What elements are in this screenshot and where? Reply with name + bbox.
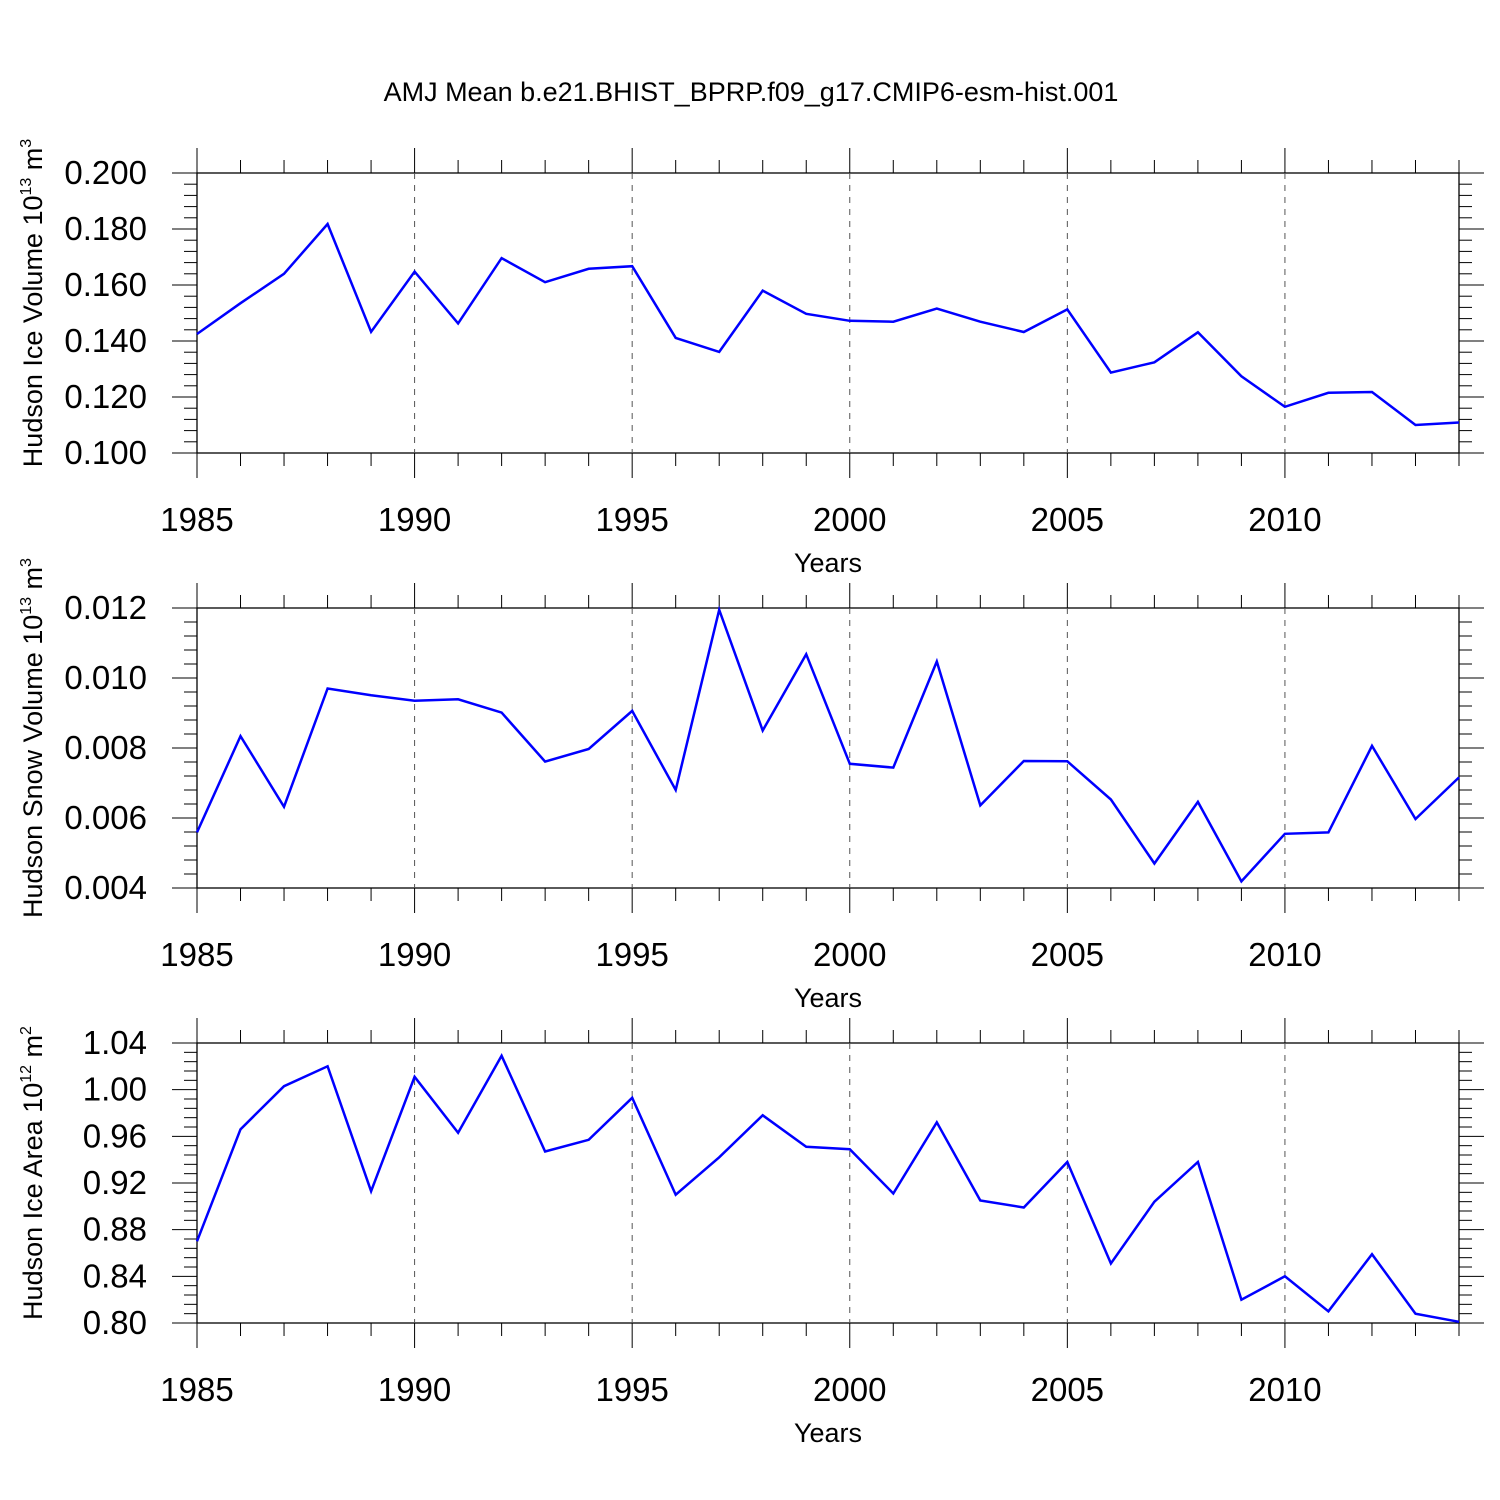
y-tick-label: 0.180	[64, 210, 147, 247]
x-tick-label: 1995	[595, 1371, 668, 1408]
y-axis-label-part: m	[18, 1035, 48, 1065]
y-axis-label-part: m	[18, 567, 48, 597]
x-axis-label: Years	[794, 548, 862, 578]
y-tick-label: 0.010	[64, 659, 147, 696]
y-axis-label-exponent: 3	[18, 139, 35, 148]
y-tick-label: 0.004	[64, 869, 147, 906]
x-tick-label: 2010	[1248, 1371, 1321, 1408]
y-tick-label: 1.04	[83, 1024, 147, 1061]
x-tick-label: 2000	[813, 1371, 886, 1408]
y-tick-label: 0.80	[83, 1304, 147, 1341]
plot-frame	[196, 172, 1460, 454]
x-axis-label: Years	[794, 983, 862, 1013]
plot-frame	[196, 1042, 1460, 1324]
y-axis-label-exponent: 13	[18, 597, 35, 615]
y-axis-label: Hudson Snow Volume 1013 m3	[18, 558, 48, 918]
x-tick-label: 1985	[160, 501, 233, 538]
x-tick-label: 2005	[1031, 936, 1104, 973]
x-tick-label: 2005	[1031, 501, 1104, 538]
y-tick-label: 0.120	[64, 378, 147, 415]
x-tick-label: 1985	[160, 1371, 233, 1408]
panel-1: 1985 1990 1995 2000 2005 2010 0.100 0.120 0.140 0…	[18, 139, 1484, 578]
y-axis-label-exponent: 3	[18, 558, 35, 567]
y-tick-label: 0.92	[83, 1164, 147, 1201]
x-tick-label: 1990	[378, 1371, 451, 1408]
y-axis-label: Hudson Ice Volume 1013 m3	[18, 139, 48, 467]
y-tick-label: 0.140	[64, 322, 147, 359]
y-tick-label: 0.008	[64, 729, 147, 766]
x-tick-label: 2010	[1248, 501, 1321, 538]
y-tick-label: 0.200	[64, 154, 147, 191]
x-tick-label: 1985	[160, 936, 233, 973]
y-axis-label-exponent: 12	[18, 1065, 35, 1083]
y-tick-label: 0.84	[83, 1257, 147, 1294]
data-series-line	[195, 605, 1460, 884]
x-tick-label: 1990	[378, 936, 451, 973]
x-tick-label: 1995	[595, 501, 668, 538]
plot-frame	[196, 607, 1460, 889]
y-axis-label-part: Hudson Snow Volume 10	[18, 615, 48, 918]
x-tick-label: 2010	[1248, 936, 1321, 973]
y-axis-label-part: Hudson Ice Area 10	[18, 1083, 48, 1320]
y-axis-label-exponent: 2	[18, 1026, 35, 1035]
y-tick-label: 0.006	[64, 799, 147, 836]
chart-title: AMJ Mean b.e21.BHIST_BPRP.f09_g17.CMIP6-…	[384, 77, 1119, 107]
y-tick-label: 0.012	[64, 589, 147, 626]
y-axis-label-part: Hudson Ice Volume 10	[18, 196, 48, 468]
panel-3: 1985 1990 1995 2000 2005 2010 0.80 0.84 0.88 0.92…	[18, 1018, 1484, 1448]
y-axis-label-part: m	[18, 148, 48, 178]
y-axis-label: Hudson Ice Area 1012 m2	[18, 1026, 48, 1320]
y-axis-label-exponent: 13	[18, 178, 35, 196]
x-tick-label: 2005	[1031, 1371, 1104, 1408]
y-tick-label: 1.00	[83, 1071, 147, 1108]
x-tick-label: 2000	[813, 501, 886, 538]
panel-2: 1985 1990 1995 2000 2005 2010 0.004 0.006 0.008 0…	[18, 558, 1484, 1013]
x-axis-label: Years	[794, 1418, 862, 1448]
y-tick-label: 0.88	[83, 1211, 147, 1248]
y-tick-label: 0.160	[64, 266, 147, 303]
x-tick-label: 2000	[813, 936, 886, 973]
data-series-line	[195, 1053, 1460, 1324]
x-tick-label: 1995	[595, 936, 668, 973]
data-series-line	[196, 221, 1460, 427]
x-tick-label: 1990	[378, 501, 451, 538]
y-tick-label: 0.100	[64, 434, 147, 471]
y-tick-label: 0.96	[83, 1117, 147, 1154]
